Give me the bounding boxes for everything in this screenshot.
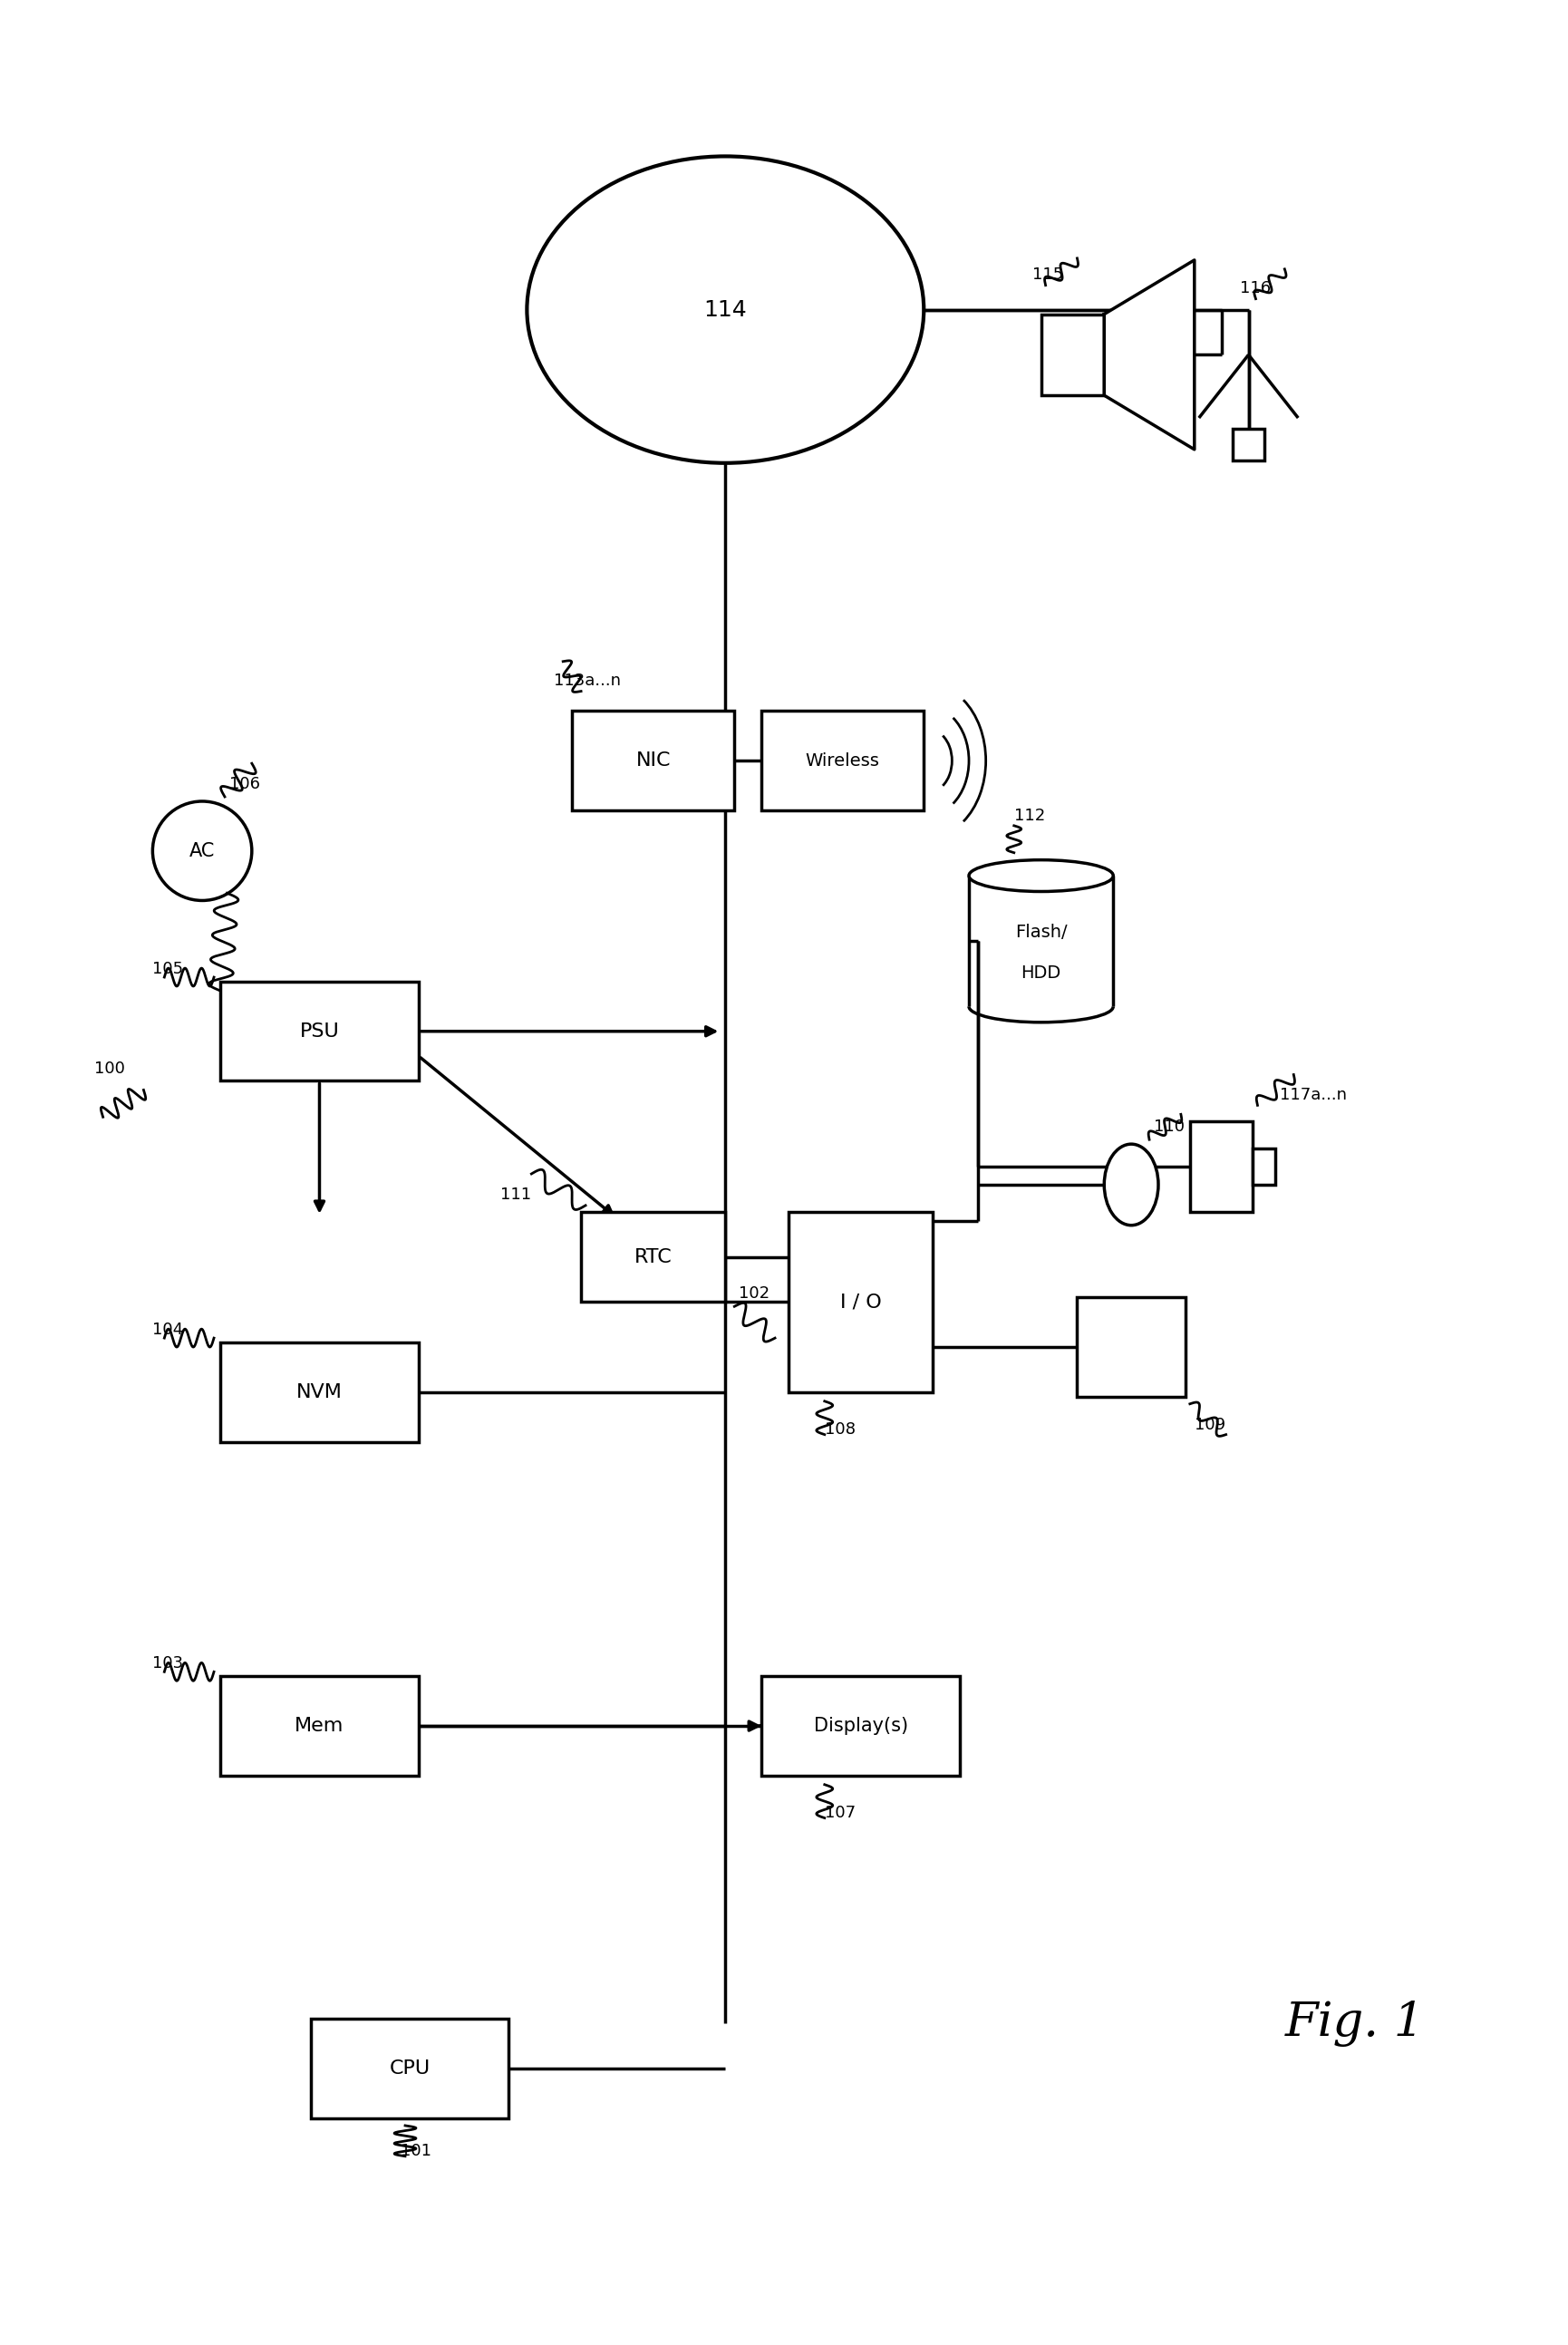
Text: 105: 105 (152, 961, 183, 978)
Text: RTC: RTC (633, 1248, 671, 1266)
Text: NIC: NIC (635, 753, 670, 769)
Text: 102: 102 (739, 1285, 770, 1301)
Bar (760, 711, 924, 811)
Bar (760, 1677, 960, 1775)
Text: Fig. 1: Fig. 1 (1284, 2000, 1424, 2047)
Polygon shape (1104, 260, 1193, 450)
Text: 117a...n: 117a...n (1279, 1088, 1347, 1104)
Text: 112: 112 (1013, 807, 1044, 823)
Text: AC: AC (190, 842, 215, 861)
Ellipse shape (969, 861, 1113, 891)
Text: 108: 108 (825, 1421, 855, 1437)
Text: 110: 110 (1152, 1119, 1184, 1135)
Ellipse shape (527, 157, 924, 462)
Text: 109: 109 (1193, 1416, 1225, 1433)
Bar (1253, 1149, 1275, 1184)
Text: Wireless: Wireless (804, 753, 880, 769)
Text: PSU: PSU (299, 1022, 339, 1041)
Bar (572, 711, 734, 811)
Bar (220, 983, 419, 1081)
Bar (1041, 314, 1104, 396)
Text: NVM: NVM (296, 1384, 342, 1402)
Text: 107: 107 (825, 1803, 855, 1820)
Bar (1077, 1297, 1185, 1398)
Text: 103: 103 (152, 1656, 183, 1672)
Bar (1189, 1121, 1253, 1212)
Bar (1232, 429, 1264, 460)
Bar (220, 1677, 419, 1775)
Text: 100: 100 (94, 1060, 124, 1076)
Text: CPU: CPU (389, 2059, 430, 2078)
Bar (220, 1344, 419, 1442)
Bar (310, 2019, 508, 2118)
Ellipse shape (1104, 1144, 1157, 1226)
Text: 106: 106 (229, 776, 260, 793)
Bar (580, 1212, 724, 1301)
Text: 113a...n: 113a...n (554, 673, 621, 689)
Text: Mem: Mem (295, 1717, 343, 1735)
Text: 101: 101 (400, 2143, 431, 2160)
Text: Flash/: Flash/ (1014, 924, 1066, 940)
Text: 111: 111 (500, 1187, 530, 1203)
Text: 104: 104 (152, 1323, 183, 1339)
Text: Display(s): Display(s) (814, 1717, 908, 1735)
Text: 116: 116 (1239, 279, 1270, 295)
Text: I / O: I / O (839, 1292, 881, 1311)
Text: 115: 115 (1032, 267, 1063, 284)
Bar (789, 1212, 933, 1393)
Text: 114: 114 (704, 298, 746, 321)
Text: HDD: HDD (1021, 964, 1060, 980)
